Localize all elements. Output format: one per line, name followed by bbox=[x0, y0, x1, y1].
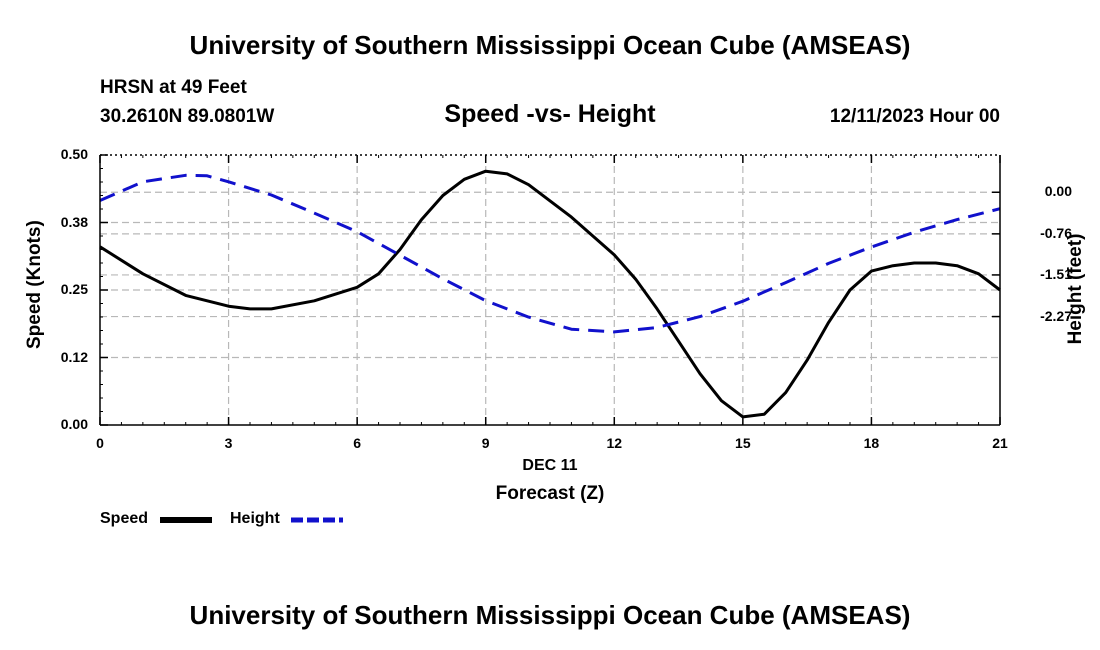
y2-axis-title: Height (feet) bbox=[1065, 233, 1086, 345]
data-series bbox=[99, 169, 1001, 419]
chart-main-title: University of Southern Mississippi Ocean… bbox=[189, 30, 911, 60]
grid-lines bbox=[100, 155, 1000, 425]
station-coordinates: 30.2610N 89.0801W bbox=[100, 106, 275, 127]
x-tick-label: 21 bbox=[992, 435, 1008, 451]
y-tick-label: 0.12 bbox=[60, 348, 88, 365]
x-axis-title: Forecast (Z) bbox=[495, 483, 605, 504]
x-tick-label: 6 bbox=[353, 435, 362, 451]
y-tick-label: 0.38 bbox=[60, 213, 88, 230]
y2-tick-label: 0.00 bbox=[1044, 183, 1072, 200]
footer-title: University of Southern Mississippi Ocean… bbox=[189, 600, 911, 630]
y-tick-label: 0.50 bbox=[60, 146, 88, 162]
x-tick-label: 15 bbox=[735, 435, 751, 451]
y-tick-label: 0.25 bbox=[60, 281, 88, 297]
x-tick-label: 0 bbox=[96, 435, 104, 451]
x-axis-date-label: DEC 11 bbox=[522, 457, 578, 474]
x-tick-label: 3 bbox=[224, 435, 233, 451]
axis-ticks bbox=[99, 154, 1001, 426]
chart-subtitle: Speed -vs- Height bbox=[444, 100, 656, 128]
legend-height-label: Height bbox=[230, 510, 280, 527]
speed-series-line bbox=[99, 169, 1001, 419]
y2-tick-label: -1.51 bbox=[1040, 265, 1072, 282]
forecast-datetime: 12/11/2023 Hour 00 bbox=[829, 106, 1000, 127]
x-tick-label: 12 bbox=[606, 435, 623, 451]
y-axis-title: Speed (Knots) bbox=[24, 220, 45, 349]
x-tick-label: 18 bbox=[863, 435, 880, 451]
height-series-line bbox=[99, 173, 1001, 334]
y-tick-label: 0.00 bbox=[60, 416, 88, 432]
station-label: HRSN at 49 Feet bbox=[100, 77, 247, 98]
y2-tick-label: -2.27 bbox=[1040, 307, 1072, 324]
y2-tick-label: -0.76 bbox=[1040, 224, 1072, 241]
legend-speed-label: Speed bbox=[100, 510, 149, 527]
x-tick-label: 9 bbox=[481, 435, 490, 451]
